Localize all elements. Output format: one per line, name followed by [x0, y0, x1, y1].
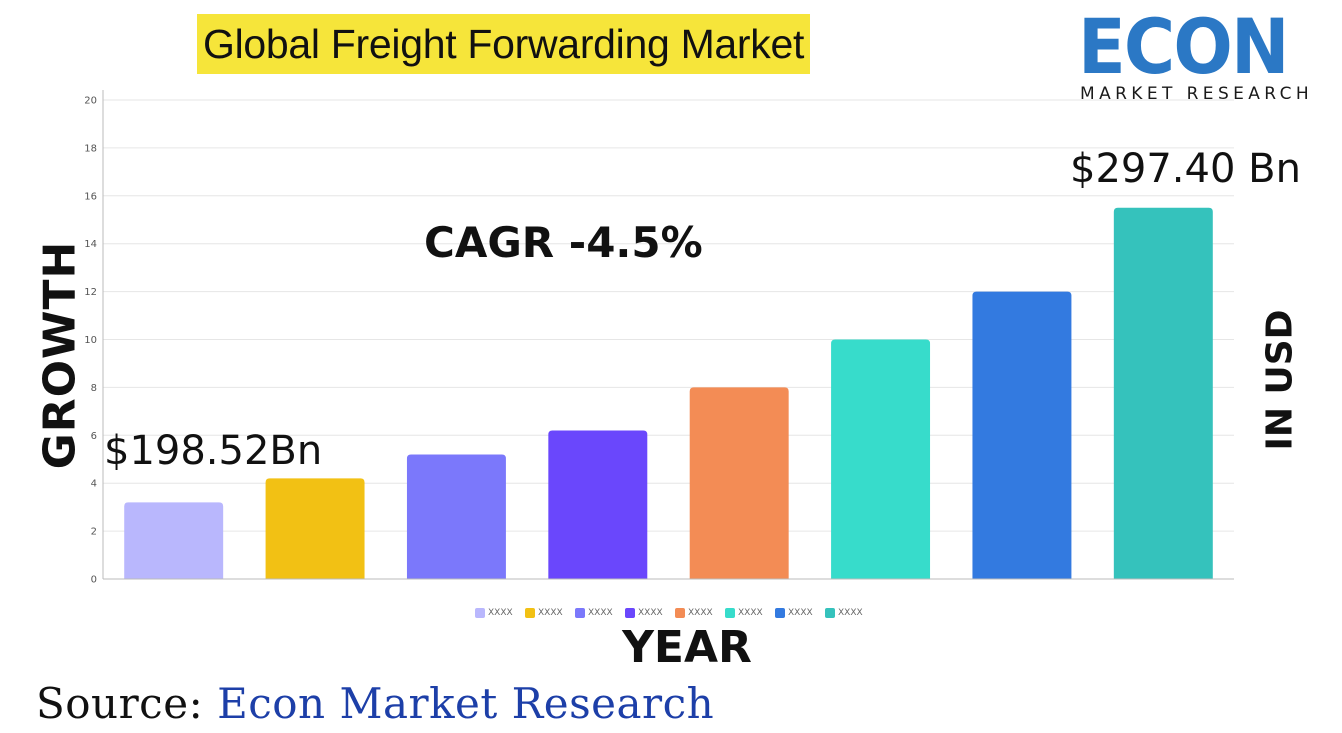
bar-8	[1113, 207, 1213, 579]
y-tick-label: 12	[84, 287, 97, 298]
source-name: Econ Market Research	[217, 679, 715, 728]
y-tick-label: 0	[91, 575, 97, 586]
legend-swatch	[675, 608, 685, 618]
legend-label: XXXX	[838, 608, 863, 618]
legend-swatch	[575, 608, 585, 618]
legend-label: XXXX	[538, 608, 563, 618]
bar-2	[265, 478, 365, 579]
chart-title: Global Freight Forwarding Market	[197, 14, 811, 74]
legend-label: XXXX	[788, 608, 813, 618]
legend-swatch	[525, 608, 535, 618]
bar-7	[972, 291, 1072, 579]
y-tick-label: 20	[84, 96, 97, 107]
legend-swatch	[775, 608, 785, 618]
legend: XXXX XXXX XXXX XXXX XXXX XXXX XXXX XXXX	[0, 605, 1342, 621]
legend-label: XXXX	[688, 608, 713, 618]
legend-swatch	[475, 608, 485, 618]
y-tick-label: 18	[84, 143, 97, 154]
legend-item[interactable]: XXXX	[825, 605, 863, 621]
x-axis-label: YEAR	[622, 622, 752, 673]
bar-4	[548, 430, 648, 579]
legend-swatch	[825, 608, 835, 618]
y-tick-label: 6	[91, 431, 97, 442]
logo-subtitle: MARKET RESEARCH	[1080, 84, 1314, 104]
bar-6	[831, 339, 931, 579]
legend-label: XXXX	[488, 608, 513, 618]
y-tick-labels: 0 2 4 6 8 10 12 14 16 18 20	[84, 96, 97, 586]
bar-3	[406, 454, 506, 579]
unit-label: IN USD	[1259, 309, 1301, 451]
source-line: Source: Econ Market Research	[36, 679, 714, 728]
legend-swatch	[725, 608, 735, 618]
legend-label: XXXX	[638, 608, 663, 618]
legend-label: XXXX	[588, 608, 613, 618]
legend-item[interactable]: XXXX	[575, 605, 613, 621]
last-value-label: $297.40 Bn	[1070, 146, 1301, 192]
legend-item[interactable]: XXXX	[475, 605, 513, 621]
bars	[124, 207, 1213, 579]
y-tick-label: 10	[84, 335, 97, 346]
bar-5	[689, 387, 789, 579]
legend-swatch	[625, 608, 635, 618]
legend-item[interactable]: XXXX	[625, 605, 663, 621]
y-tick-label: 8	[91, 383, 97, 394]
legend-label: XXXX	[738, 608, 763, 618]
logo-wordmark: ECON	[1078, 2, 1290, 91]
econ-logo: ECON MARKET RESEARCH	[1078, 2, 1324, 105]
y-tick-label: 2	[91, 527, 97, 538]
source-prefix: Source:	[36, 679, 218, 728]
y-tick-label: 14	[84, 239, 97, 250]
bar-1	[124, 502, 224, 579]
legend-item[interactable]: XXXX	[675, 605, 713, 621]
legend-item[interactable]: XXXX	[725, 605, 763, 621]
cagr-annotation: CAGR -4.5%	[424, 218, 703, 267]
y-tick-label: 16	[84, 191, 97, 202]
legend-item[interactable]: XXXX	[525, 605, 563, 621]
legend-item[interactable]: XXXX	[775, 605, 813, 621]
y-tick-label: 4	[91, 479, 97, 490]
first-value-label: $198.52Bn	[104, 428, 323, 474]
y-axis-label: GROWTH	[34, 240, 86, 470]
